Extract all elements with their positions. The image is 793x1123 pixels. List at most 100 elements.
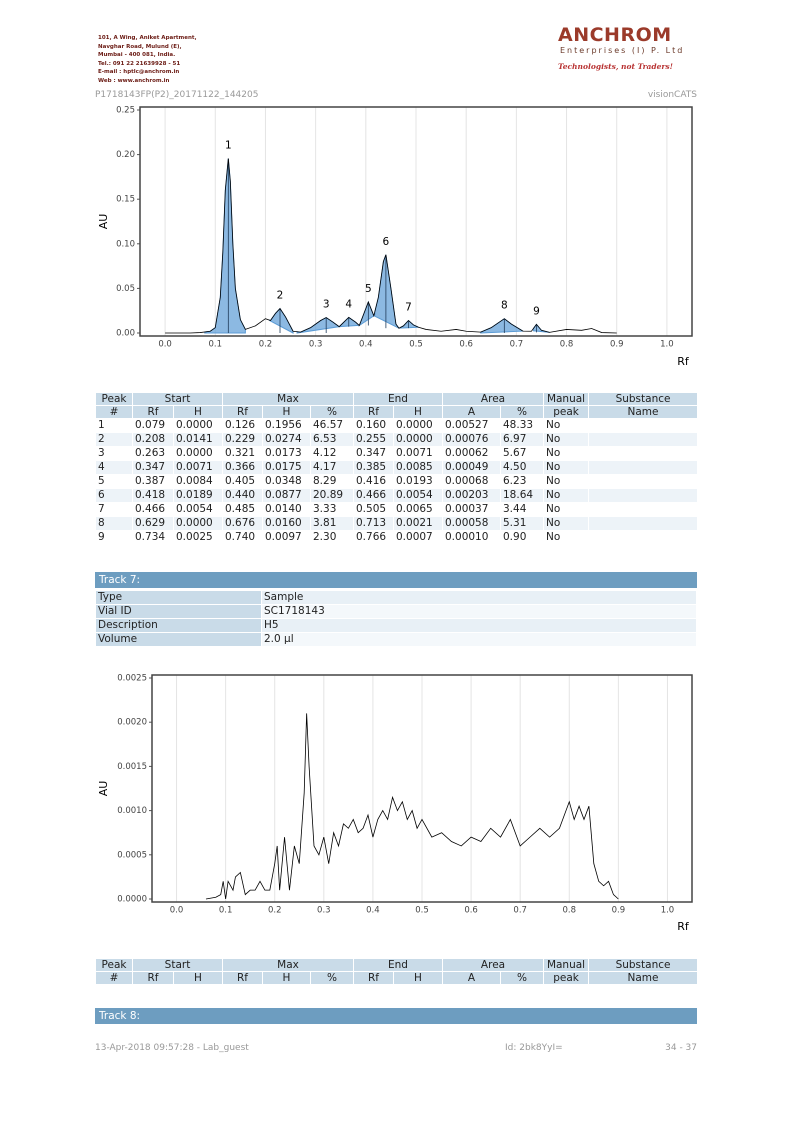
table-header: Peak Start Max End Area Manual Substance # Rf H Rf… (95, 958, 699, 985)
header-cell: Rf (132, 405, 174, 419)
header-cell: End (353, 958, 443, 972)
header-cell: Max (222, 958, 354, 972)
table-cell: 0.418 (132, 488, 174, 503)
table-cell: 3.33 (310, 502, 354, 517)
address-line: E-mail : hptlc@anchrom.in (98, 69, 180, 75)
x-tick-label: 0.2 (268, 906, 282, 916)
table-cell: 0.629 (132, 516, 174, 531)
header-cell: H (173, 971, 223, 985)
header-cell: % (499, 405, 545, 419)
table-row: 8 0.629 0.0000 0.676 0.0160 3.81 0.713 0.0021 0.… (95, 516, 699, 531)
table-body: 1 0.079 0.0000 0.126 0.1956 46.57 0.160 0.0000 0… (95, 418, 699, 545)
x-tick-label: 1.0 (660, 340, 674, 350)
x-tick-label: 0.1 (219, 906, 233, 916)
y-tick-label: 0.10 (116, 239, 135, 249)
table-cell: No (543, 418, 590, 433)
table-cell: 0.440 (222, 488, 263, 503)
y-tick-label: 0.0005 (117, 850, 147, 860)
table-cell: 0.0193 (393, 474, 443, 489)
y-tick-label: 0.25 (116, 106, 135, 116)
table-cell: 18.64 (499, 488, 545, 503)
peak-label: 6 (383, 236, 390, 248)
peak-area (204, 158, 246, 334)
table-cell: 0.00037 (442, 502, 501, 517)
table-cell: 0.416 (353, 474, 394, 489)
table-cell: 0.1956 (262, 418, 311, 433)
header-cell: % (310, 971, 354, 985)
y-tick-label: 0.0015 (117, 762, 147, 772)
table-cell: 0.00527 (442, 418, 501, 433)
header-cell: H (262, 405, 311, 419)
peak-area (268, 307, 294, 334)
x-tick-label: 0.3 (309, 340, 323, 350)
curve (165, 158, 617, 334)
header-cell: Manual (543, 392, 590, 406)
info-label: Vial ID (95, 604, 262, 619)
y-tick-label: 0.0010 (117, 806, 147, 816)
table-cell (588, 502, 699, 517)
header-cell: peak (543, 405, 590, 419)
table-cell: 0.405 (222, 474, 263, 489)
header-cell: Rf (222, 405, 263, 419)
header-cell: Max (222, 392, 354, 406)
header-cell: Area (441, 392, 545, 406)
table-cell (588, 474, 699, 489)
table-cell (588, 460, 699, 475)
y-axis-label: AU (97, 214, 110, 230)
info-row: Volume 2.0 µl (95, 632, 697, 647)
table-cell: No (543, 502, 590, 517)
table-cell: 0.0274 (262, 432, 311, 447)
info-body: Type Sample Vial ID SC1718143 Description H5 V… (95, 590, 697, 647)
table-cell: 4.50 (499, 460, 545, 475)
table-cell: 7 (95, 502, 133, 517)
table-cell: 0.0141 (173, 432, 223, 447)
peak-label: 3 (323, 299, 330, 311)
x-tick-label: 0.9 (610, 340, 624, 350)
x-tick-label: 0.5 (415, 906, 429, 916)
table-row: 6 0.418 0.0189 0.440 0.0877 20.89 0.466 0.0054 0… (95, 488, 699, 503)
table-cell: 4.12 (310, 446, 354, 461)
table-cell: No (543, 516, 590, 531)
x-tick-label: 0.9 (612, 906, 626, 916)
footer-page: 34 - 37 (665, 1043, 697, 1053)
table-row: 3 0.263 0.0000 0.321 0.0173 4.12 0.347 0.0071 0.… (95, 446, 699, 461)
header-cell: peak (543, 971, 590, 985)
curve (205, 713, 619, 900)
table-cell: 0.126 (222, 418, 263, 433)
header-cell: Rf (353, 971, 394, 985)
info-value: Sample (261, 590, 697, 605)
table-header: Peak Start Max End Area Manual Substance # Rf H Rf… (95, 392, 699, 419)
table-cell: 0.0025 (173, 530, 223, 545)
table-cell: 0.160 (353, 418, 394, 433)
table-cell: 0.387 (132, 474, 174, 489)
table-cell: 0.0000 (393, 418, 443, 433)
table-cell: 0.0160 (262, 516, 311, 531)
header-cell: End (353, 392, 443, 406)
y-tick-label: 0.0025 (117, 674, 147, 684)
table-cell: 0.505 (353, 502, 394, 517)
y-tick-label: 0.20 (116, 150, 135, 160)
table-row: 1 0.079 0.0000 0.126 0.1956 46.57 0.160 0.0000 0… (95, 418, 699, 433)
table-cell: 5.31 (499, 516, 545, 531)
x-tick-label: 0.6 (459, 340, 473, 350)
header-cell: H (262, 971, 311, 985)
track-info: Type Sample Vial ID SC1718143 Description H5 V… (95, 590, 697, 647)
peak-label: 8 (501, 300, 508, 312)
table-cell: 0.00010 (442, 530, 501, 545)
table-cell: 48.33 (499, 418, 545, 433)
table-cell: 0.0054 (173, 502, 223, 517)
y-tick-label: 0.0000 (117, 895, 147, 905)
table-cell: 0.229 (222, 432, 263, 447)
x-tick-label: 0.8 (560, 340, 574, 350)
x-tick-label: 0.4 (366, 906, 380, 916)
table-cell: No (543, 446, 590, 461)
footer-id: Id: 2bk8YyI= (505, 1043, 563, 1053)
table-cell: 0.734 (132, 530, 174, 545)
plot-frame (151, 674, 693, 903)
header-cell: Rf (353, 405, 394, 419)
table-cell: 6.53 (310, 432, 354, 447)
table-cell (588, 530, 699, 545)
table-cell: 0.0071 (173, 460, 223, 475)
table-cell: 0.0348 (262, 474, 311, 489)
